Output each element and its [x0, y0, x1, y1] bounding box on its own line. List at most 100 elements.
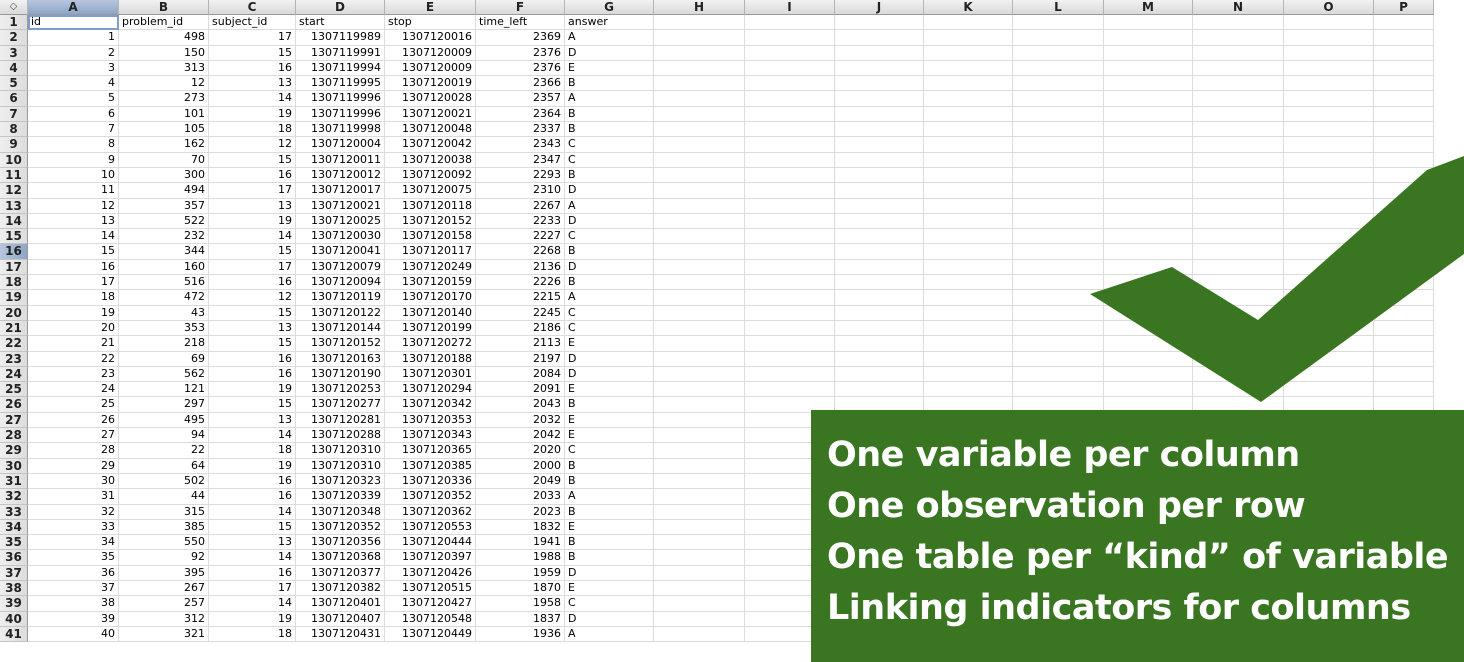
cell[interactable]: 64 [119, 458, 209, 474]
cell[interactable] [1374, 351, 1434, 367]
cell[interactable] [1104, 167, 1193, 184]
cell[interactable] [924, 290, 1013, 306]
cell[interactable] [745, 30, 835, 46]
cell[interactable] [1104, 366, 1193, 383]
cell[interactable] [1374, 366, 1434, 383]
cell[interactable]: 19 [209, 458, 296, 474]
cell[interactable]: 1307120118 [385, 198, 476, 214]
cell[interactable]: 40 [28, 626, 119, 643]
cell[interactable] [835, 305, 924, 321]
cell[interactable]: 22 [119, 443, 209, 459]
cell[interactable] [1013, 137, 1104, 153]
column-header-a[interactable]: A [28, 0, 119, 15]
cell[interactable]: 395 [119, 565, 209, 581]
cell[interactable]: 1307119994 [296, 60, 385, 77]
cell[interactable] [654, 275, 745, 291]
cell[interactable]: 26 [28, 412, 119, 429]
cell[interactable]: C [565, 320, 654, 337]
cell[interactable]: D [565, 351, 654, 367]
cell[interactable] [1284, 183, 1374, 199]
cell[interactable]: 1307120342 [385, 397, 476, 413]
row-header[interactable]: 8 [0, 122, 28, 138]
cell[interactable]: 1307120152 [385, 213, 476, 230]
cell[interactable] [1374, 336, 1434, 352]
select-all-corner[interactable]: ◇ [0, 0, 28, 15]
cell[interactable]: 1307120339 [296, 489, 385, 505]
cell[interactable] [1374, 290, 1434, 306]
row-header[interactable]: 3 [0, 45, 28, 61]
cell[interactable]: 1936 [476, 626, 565, 643]
cell[interactable]: 11 [28, 183, 119, 199]
row-header[interactable]: 13 [0, 198, 28, 214]
cell[interactable]: 19 [209, 611, 296, 627]
cell[interactable]: 5 [28, 91, 119, 107]
cell[interactable]: 1307120092 [385, 167, 476, 184]
cell[interactable] [835, 275, 924, 291]
cell[interactable]: 1307120009 [385, 60, 476, 77]
cell[interactable] [654, 458, 745, 474]
cell[interactable]: 1307120152 [296, 336, 385, 352]
cell[interactable]: 522 [119, 213, 209, 230]
cell[interactable]: 17 [209, 259, 296, 276]
cell[interactable]: 121 [119, 382, 209, 398]
cell[interactable] [835, 183, 924, 199]
row-header[interactable]: 2 [0, 30, 28, 46]
cell[interactable] [745, 198, 835, 214]
row-header[interactable]: 34 [0, 519, 28, 536]
row-header[interactable]: 17 [0, 259, 28, 276]
cell[interactable] [745, 106, 835, 123]
cell[interactable]: 1307120028 [385, 91, 476, 107]
cell[interactable] [1193, 183, 1284, 199]
cell[interactable]: 19 [209, 106, 296, 123]
cell[interactable] [654, 244, 745, 260]
row-header[interactable]: 19 [0, 290, 28, 306]
cell[interactable] [654, 259, 745, 276]
cell[interactable] [1374, 137, 1434, 153]
cell[interactable]: 1307120009 [385, 45, 476, 61]
cell[interactable]: 17 [28, 275, 119, 291]
cell[interactable] [835, 45, 924, 61]
cell[interactable] [1104, 198, 1193, 214]
cell[interactable] [835, 213, 924, 230]
cell[interactable]: 1307120079 [296, 259, 385, 276]
cell[interactable] [1284, 366, 1374, 383]
cell[interactable]: 2376 [476, 60, 565, 77]
cell[interactable]: 2226 [476, 275, 565, 291]
cell[interactable] [835, 198, 924, 214]
cell[interactable] [654, 489, 745, 505]
cell[interactable]: D [565, 565, 654, 581]
cell[interactable]: A [565, 198, 654, 214]
column-header-m[interactable]: M [1104, 0, 1193, 15]
cell[interactable]: 1307119996 [296, 106, 385, 123]
cell[interactable]: 1307120356 [296, 535, 385, 551]
cell[interactable] [654, 60, 745, 77]
cell[interactable] [1104, 76, 1193, 92]
cell[interactable] [654, 504, 745, 520]
cell[interactable]: 1307120272 [385, 336, 476, 352]
cell[interactable]: 516 [119, 275, 209, 291]
cell[interactable] [654, 167, 745, 184]
cell[interactable] [745, 213, 835, 230]
cell[interactable]: 19 [28, 305, 119, 321]
cell[interactable] [924, 336, 1013, 352]
cell[interactable] [654, 183, 745, 199]
cell[interactable] [1284, 351, 1374, 367]
cell[interactable]: B [565, 76, 654, 92]
cell[interactable]: 162 [119, 137, 209, 153]
row-header[interactable]: 32 [0, 489, 28, 505]
cell[interactable] [654, 366, 745, 383]
cell[interactable] [654, 428, 745, 444]
cell[interactable]: 1307120353 [385, 412, 476, 429]
cell[interactable]: 35 [28, 550, 119, 566]
cell[interactable] [835, 167, 924, 184]
cell[interactable]: 2020 [476, 443, 565, 459]
cell[interactable]: 1307120407 [296, 611, 385, 627]
cell[interactable]: 1307120158 [385, 229, 476, 245]
cell[interactable] [924, 382, 1013, 398]
row-header[interactable]: 9 [0, 137, 28, 153]
row-header[interactable]: 37 [0, 565, 28, 581]
cell[interactable]: 8 [28, 137, 119, 153]
cell[interactable]: 13 [209, 412, 296, 429]
cell[interactable] [745, 183, 835, 199]
cell[interactable] [835, 290, 924, 306]
